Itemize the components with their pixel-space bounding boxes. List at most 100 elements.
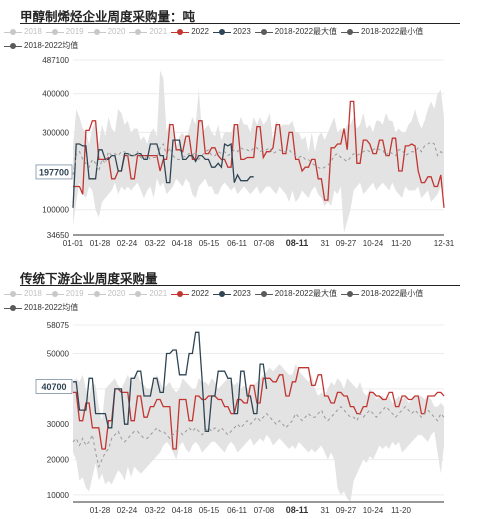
series-line-2018-2022: [72, 141, 445, 175]
current-value-marker: [35, 164, 73, 180]
x-tick-label: 02-24: [117, 506, 138, 515]
legend-swatch: [254, 28, 273, 36]
x-tick-label: 08-11: [286, 505, 309, 515]
y-tick-label: 58075: [47, 321, 70, 330]
legend-label: 2018-2022最小值: [361, 289, 424, 298]
x-tick-label: 06-11: [227, 506, 247, 515]
legend-swatch: [341, 290, 360, 298]
series-line-2023: [72, 139, 254, 208]
y-tick-label: 30000: [47, 420, 70, 429]
legend-swatch: [4, 28, 22, 36]
x-tick-label: 31: [321, 506, 330, 515]
legend-swatch: [171, 28, 190, 36]
x-tick-label: 04-18: [172, 239, 193, 248]
chart-title: 甲醇制烯烃企业周度采购量：吨: [20, 10, 196, 24]
legend-item-2018-2022[interactable]: 2018-2022最小值: [341, 287, 423, 301]
legend-swatch: [45, 28, 64, 36]
legend-label: 2019: [65, 27, 84, 36]
title-rule: [20, 23, 460, 24]
legend-item-2019[interactable]: 2019: [45, 287, 84, 301]
y-tick-label: 487100: [42, 56, 69, 65]
chart-panel-traditional-downstream: 传统下游企业周度采购量 2018 2019 2020 2021 2022 2023 2018…: [0, 262, 479, 519]
legend-swatch: [129, 28, 148, 36]
legend-item-2020[interactable]: 2020: [87, 25, 126, 39]
x-tick-label: 09-27: [336, 239, 357, 248]
x-tick-label: 09-27: [336, 506, 357, 515]
x-tick-label: 01-28: [90, 239, 111, 248]
legend-item-2020[interactable]: 2020: [87, 287, 126, 301]
x-tick-label: 01-28: [90, 506, 111, 515]
legend-item-2018-2022[interactable]: 2018-2022最大值: [254, 25, 338, 39]
y-tick-label: 100000: [42, 206, 69, 215]
legend-item-2018[interactable]: 2018: [4, 25, 42, 39]
chart-canvas: 3465010000020000030000040000048710001-01…: [35, 56, 455, 248]
legend-swatch: [129, 290, 148, 298]
x-tick-label: 11-20: [391, 239, 411, 248]
legend-item-2022[interactable]: 2022: [171, 287, 209, 301]
legend-item-2023[interactable]: 2023: [212, 25, 251, 39]
legend-label: 2021: [149, 289, 168, 298]
legend-label: 2018-2022最大值: [274, 289, 338, 298]
legend-swatch: [4, 42, 22, 50]
legend-label: 2022: [191, 289, 209, 298]
y-tick-label: 400000: [42, 90, 69, 99]
x-tick-label: 10-24: [363, 239, 384, 248]
legend-item-2021[interactable]: 2021: [129, 287, 167, 301]
legend-swatch: [171, 290, 190, 298]
chart-title: 传统下游企业周度采购量: [20, 272, 158, 286]
series-line-2018-2022: [72, 405, 445, 469]
legend-item-2018-2022[interactable]: 2018-2022均值: [4, 301, 78, 315]
legend-label: 2022: [191, 27, 209, 36]
x-tick-label: 11-20: [391, 506, 411, 515]
chart-legend: 2018 2019 2020 2021 2022 2023 2018-2022最大值 2018…: [4, 287, 474, 315]
chart-panel-coal-to-olefin: 甲醇制烯烃企业周度采购量：吨 2018 2019 2020 2021 2022 2023 2…: [4, 10, 474, 248]
legend-label: 2020: [107, 27, 126, 36]
legend-label: 2018: [24, 289, 42, 298]
legend-swatch: [254, 290, 273, 298]
y-tick-label: 34650: [47, 231, 70, 240]
legend-item-2023[interactable]: 2023: [212, 287, 251, 301]
series-line-2022: [73, 367, 445, 450]
x-tick-label: 05-15: [199, 506, 220, 515]
current-value-label: 197700: [39, 167, 69, 177]
legend-label: 2018: [24, 27, 42, 36]
chart-canvas: 10000200003000040000500005807501-2802-24…: [35, 321, 445, 515]
legend-item-2018-2022[interactable]: 2018-2022均值: [4, 39, 78, 53]
chart-legend: 2018 2019 2020 2021 2022 2023 2018-2022最大值 2018…: [4, 25, 474, 53]
legend-label: 2018-2022最大值: [274, 27, 338, 36]
x-tick-label: 01-01: [63, 239, 84, 248]
series-line-2023: [73, 331, 268, 432]
current-value-marker: [35, 379, 73, 394]
series-max-min-band: [73, 364, 444, 502]
legend-swatch: [45, 290, 64, 298]
legend-swatch: [212, 290, 231, 298]
legend-item-2022[interactable]: 2022: [171, 25, 209, 39]
y-tick-label: 10000: [47, 491, 70, 500]
legend-label: 2018-2022最小值: [361, 27, 424, 36]
x-tick-label: 05-15: [199, 239, 220, 248]
legend-item-2018-2022[interactable]: 2018-2022最大值: [254, 287, 338, 301]
series-max-min-band: [73, 70, 444, 233]
legend-item-2018-2022[interactable]: 2018-2022最小值: [341, 25, 423, 39]
y-tick-label: 300000: [42, 128, 69, 137]
legend-label: 2019: [65, 289, 84, 298]
legend-label: 2018-2022均值: [24, 303, 79, 313]
x-tick-label: 03-22: [145, 239, 166, 248]
legend-swatch: [87, 290, 106, 298]
x-tick-label: 07-08: [254, 506, 275, 515]
legend-swatch: [4, 290, 22, 298]
x-tick-label: 06-11: [227, 239, 247, 248]
legend-swatch: [87, 28, 106, 36]
x-tick-label: 07-08: [254, 239, 275, 248]
x-tick-label: 04-18: [172, 506, 193, 515]
legend-item-2018[interactable]: 2018: [4, 287, 42, 301]
legend-item-2021[interactable]: 2021: [129, 25, 167, 39]
x-tick-label: 03-22: [145, 506, 166, 515]
x-tick-label: 10-24: [363, 506, 384, 515]
x-tick-label: 31: [321, 239, 330, 248]
legend-swatch: [212, 28, 231, 36]
legend-label: 2023: [232, 27, 251, 36]
x-tick-label: 08-11: [286, 238, 309, 248]
legend-label: 2020: [107, 289, 126, 298]
legend-item-2019[interactable]: 2019: [45, 25, 84, 39]
